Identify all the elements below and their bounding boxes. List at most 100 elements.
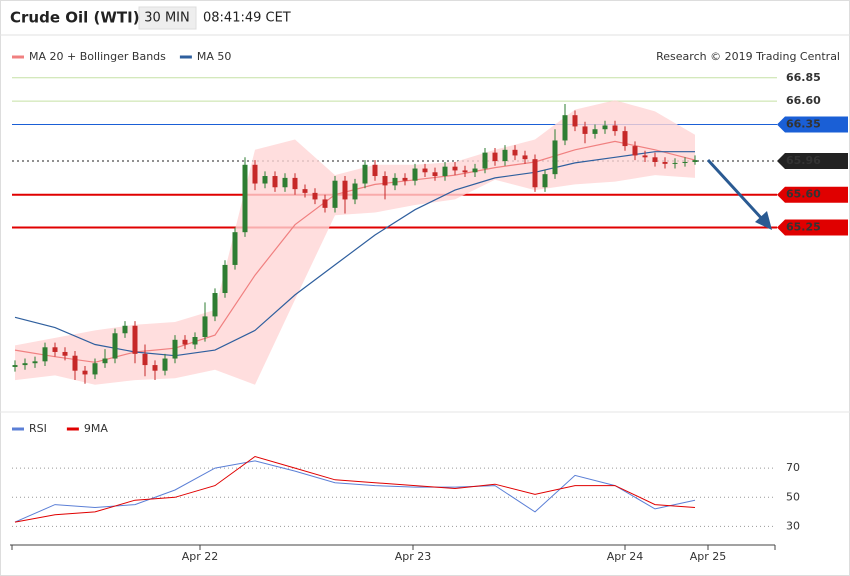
- candle-body: [502, 149, 508, 162]
- candle-body: [182, 339, 188, 345]
- candle-body: [242, 164, 248, 233]
- x-tick-label: Apr 23: [395, 550, 432, 563]
- y-tick-label: 70: [786, 461, 800, 474]
- candle-body: [262, 176, 268, 184]
- candle-body: [532, 159, 538, 188]
- candle-body: [122, 325, 128, 334]
- candle-body: [132, 325, 138, 354]
- level-label: 66.35: [786, 118, 821, 131]
- candle-body: [382, 176, 388, 186]
- time: 08:41:49 CET: [203, 11, 291, 26]
- candle-body: [582, 126, 588, 134]
- candle-body: [462, 170, 468, 173]
- ma-line: [14, 151, 695, 357]
- level-label: 66.60: [786, 94, 821, 107]
- candle-body: [332, 180, 338, 208]
- candle-body: [392, 177, 398, 186]
- candle-body: [202, 316, 208, 337]
- candle-body: [452, 166, 458, 171]
- candle-body: [692, 160, 698, 162]
- candle-body: [372, 164, 378, 177]
- candle-body: [522, 155, 528, 160]
- x-tick-label: Apr 25: [690, 550, 727, 563]
- level-label: 65.25: [786, 221, 821, 234]
- candle-body: [482, 152, 488, 169]
- candle-body: [342, 180, 348, 200]
- candle-body: [652, 157, 658, 162]
- forecast-arrowhead: [755, 211, 772, 230]
- level-label: 65.96: [786, 154, 821, 167]
- candle-body: [472, 168, 478, 173]
- legend-label: 9MA: [84, 422, 108, 435]
- x-tick-label: Apr 24: [607, 550, 644, 563]
- level-tag: [777, 186, 848, 203]
- candle-body: [52, 347, 58, 352]
- candle-body: [32, 361, 38, 364]
- bollinger-band: [15, 100, 695, 385]
- indicator-line: [14, 460, 696, 523]
- candle-body: [82, 370, 88, 375]
- candle-body: [662, 161, 668, 164]
- interval: 30 MIN: [144, 11, 189, 26]
- x-tick-label: Apr 22: [182, 550, 219, 563]
- candle-body: [312, 192, 318, 200]
- y-tick-label: 30: [786, 519, 800, 532]
- level-tag: [777, 219, 848, 236]
- forecast-arrow: [706, 158, 766, 223]
- candle-body: [682, 161, 688, 163]
- candle-body: [22, 363, 28, 366]
- candle-body: [72, 355, 78, 371]
- legend-label: MA 50: [197, 50, 232, 63]
- candle-body: [272, 176, 278, 188]
- candle-body: [62, 351, 68, 356]
- candle-body: [432, 172, 438, 177]
- candle-body: [42, 347, 48, 362]
- candle-body: [642, 155, 648, 158]
- title: Crude Oil (WTI): [10, 9, 140, 27]
- candle-body: [152, 365, 158, 371]
- candle-body: [672, 162, 678, 164]
- candle-body: [562, 115, 568, 141]
- candle-body: [112, 333, 118, 359]
- level-label: 65.60: [786, 188, 821, 201]
- candle-body: [282, 177, 288, 188]
- candle-body: [352, 183, 358, 200]
- candle-body: [192, 337, 198, 345]
- candle-body: [592, 129, 598, 134]
- candle-body: [492, 152, 498, 162]
- candle-body: [422, 168, 428, 173]
- candle-body: [212, 293, 218, 317]
- candle-body: [542, 174, 548, 188]
- candle-body: [402, 177, 408, 181]
- legend-label: RSI: [29, 422, 47, 435]
- candle-body: [512, 149, 518, 156]
- interval-badge: [138, 6, 197, 30]
- candle-body: [322, 199, 328, 208]
- level-tag: [777, 116, 848, 133]
- credit: Research © 2019 Trading Central: [656, 50, 840, 63]
- candle-body: [292, 177, 298, 190]
- candle-body: [572, 115, 578, 127]
- candle-body: [302, 189, 308, 193]
- candle-body: [102, 358, 108, 364]
- candle-body: [632, 146, 638, 156]
- candle-body: [162, 358, 168, 371]
- candle-body: [232, 232, 238, 265]
- candle-body: [252, 164, 258, 184]
- y-tick-label: 50: [786, 490, 800, 503]
- candle-body: [222, 264, 228, 294]
- candle-body: [442, 166, 448, 177]
- candle-body: [612, 125, 618, 132]
- level-tag: [777, 153, 848, 170]
- level-label: 66.85: [786, 71, 821, 84]
- candle-body: [552, 140, 558, 175]
- candle-body: [92, 363, 98, 375]
- candle-body: [12, 365, 18, 367]
- candle-body: [412, 168, 418, 181]
- candle-body: [172, 339, 178, 359]
- candle-body: [142, 353, 148, 366]
- candle-body: [362, 164, 368, 184]
- candle-body: [622, 131, 628, 147]
